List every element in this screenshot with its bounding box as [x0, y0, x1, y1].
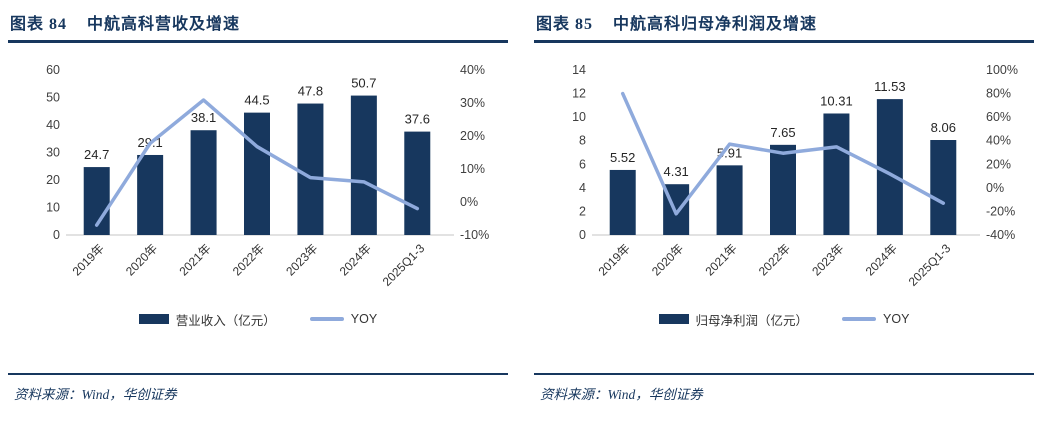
svg-text:0%: 0%: [986, 181, 1004, 195]
svg-text:20%: 20%: [986, 157, 1011, 171]
svg-text:20: 20: [46, 173, 60, 187]
bar-series-label: 营业收入（亿元）: [175, 313, 276, 328]
figure-85-label: 图表 85: [536, 16, 594, 33]
figure-85-panel: 图表 85 中航高科归母净利润及增速 0 2 4 6 8 10 12 14 -40% -20% 0%…: [534, 8, 1034, 423]
svg-text:12: 12: [572, 87, 586, 101]
svg-text:2024年: 2024年: [863, 241, 900, 278]
svg-text:60: 60: [46, 63, 60, 77]
figure-85-title: 图表 85 中航高科归母净利润及增速: [534, 8, 1034, 43]
svg-text:10.31: 10.31: [820, 93, 853, 108]
svg-text:50: 50: [46, 91, 60, 105]
svg-text:2019年: 2019年: [596, 241, 633, 278]
svg-text:0: 0: [53, 228, 60, 242]
svg-text:40%: 40%: [460, 63, 485, 77]
svg-text:2025Q1-3: 2025Q1-3: [380, 241, 428, 289]
svg-text:40: 40: [46, 118, 60, 132]
svg-text:2: 2: [579, 204, 586, 218]
svg-text:37.6: 37.6: [405, 112, 430, 127]
svg-text:6: 6: [579, 157, 586, 171]
figure-84-label: 图表 84: [10, 16, 68, 33]
legend-item-line: YOY: [309, 312, 378, 326]
svg-text:2025Q1-3: 2025Q1-3: [906, 241, 954, 289]
svg-text:2022年: 2022年: [756, 241, 793, 278]
line-series-label: YOY: [883, 312, 910, 326]
legend-item-bar: 营业收入（亿元）: [138, 310, 276, 329]
svg-text:4.31: 4.31: [663, 164, 688, 179]
svg-text:7.65: 7.65: [770, 125, 795, 140]
net-profit-combo-chart: 0 2 4 6 8 10 12 14 -40% -20% 0% 20% 40% 60% 80% 100% 5.5…: [572, 63, 1018, 289]
svg-text:20%: 20%: [460, 129, 485, 143]
svg-text:24.7: 24.7: [84, 147, 109, 162]
svg-text:14: 14: [572, 63, 586, 77]
figure-85-legend: 归母净利润（亿元） YOY: [534, 309, 1034, 329]
figure-84-panel: 图表 84 中航高科营收及增速 0 10 20 30 40 50 60 -10% 0% 10% 20…: [8, 8, 508, 423]
legend-item-line: YOY: [842, 312, 909, 326]
svg-text:2021年: 2021年: [176, 241, 213, 278]
line-series-label: YOY: [350, 312, 378, 326]
svg-text:-20%: -20%: [986, 204, 1015, 218]
figure-84-source-note: 资料来源：Wind，华创证券: [8, 373, 508, 403]
svg-text:2021年: 2021年: [702, 241, 739, 278]
svg-text:10%: 10%: [460, 162, 485, 176]
svg-text:0%: 0%: [460, 195, 478, 209]
svg-text:44.5: 44.5: [244, 93, 269, 108]
svg-text:2024年: 2024年: [337, 241, 374, 278]
svg-text:8: 8: [579, 134, 586, 148]
svg-text:2019年: 2019年: [70, 241, 107, 278]
svg-text:8.06: 8.06: [931, 120, 956, 135]
svg-text:30: 30: [46, 146, 60, 160]
figure-85-source-note: 资料来源：Wind，华创证券: [534, 373, 1034, 403]
svg-text:100%: 100%: [986, 63, 1018, 77]
svg-text:47.8: 47.8: [298, 84, 323, 99]
svg-text:5.91: 5.91: [717, 145, 742, 160]
svg-text:2020年: 2020年: [123, 241, 160, 278]
svg-text:-10%: -10%: [460, 228, 489, 242]
figure-84-title-text: 中航高科营收及增速: [87, 16, 241, 33]
svg-text:10: 10: [572, 110, 586, 124]
bar-series-swatch: [658, 314, 689, 324]
revenue-combo-chart: 0102030405060-10%0%10%20%30%40%24.729.13…: [46, 63, 489, 289]
svg-text:2023年: 2023年: [809, 241, 846, 278]
bar-series-swatch: [138, 314, 169, 324]
svg-text:0: 0: [579, 228, 586, 242]
legend-item-bar: 归母净利润（亿元）: [658, 310, 809, 329]
line-series-swatch: [309, 317, 344, 321]
svg-text:40%: 40%: [986, 134, 1011, 148]
line-series-swatch: [842, 317, 877, 321]
svg-text:2022年: 2022年: [230, 241, 267, 278]
svg-text:30%: 30%: [460, 96, 485, 110]
svg-text:50.7: 50.7: [351, 76, 376, 91]
figure-84-legend: 营业收入（亿元） YOY: [8, 309, 508, 329]
svg-text:-40%: -40%: [986, 228, 1015, 242]
svg-text:4: 4: [579, 181, 586, 195]
figure-84-title: 图表 84 中航高科营收及增速: [8, 8, 508, 43]
svg-text:2020年: 2020年: [649, 241, 686, 278]
svg-text:60%: 60%: [986, 110, 1011, 124]
svg-text:80%: 80%: [986, 87, 1011, 101]
bar-series-label: 归母净利润（亿元）: [695, 313, 809, 328]
svg-text:2023年: 2023年: [283, 241, 320, 278]
svg-text:11.53: 11.53: [874, 79, 906, 94]
svg-text:10: 10: [46, 201, 60, 215]
svg-text:38.1: 38.1: [191, 110, 216, 125]
figure-85-title-text: 中航高科归母净利润及增速: [613, 16, 818, 33]
svg-text:5.52: 5.52: [610, 150, 635, 165]
